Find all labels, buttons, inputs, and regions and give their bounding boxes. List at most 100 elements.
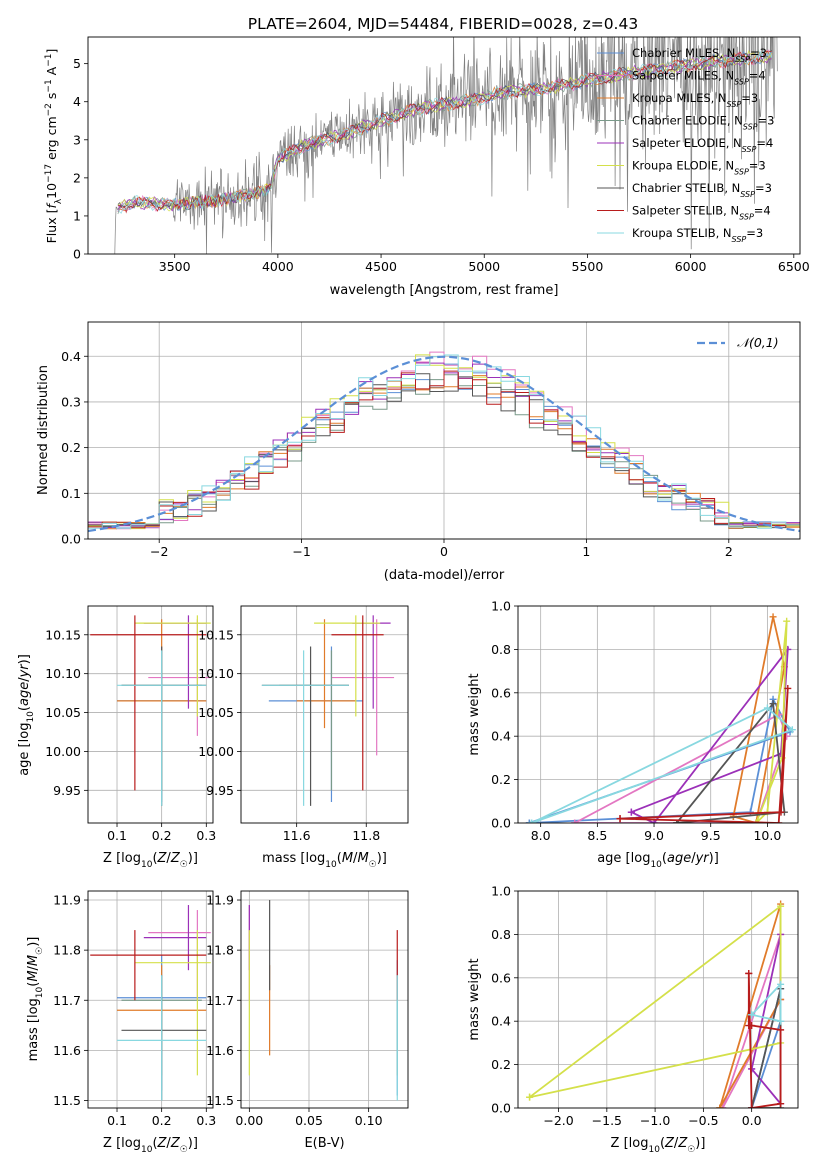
x-tick-label: 4500 <box>365 259 397 274</box>
y-tick-label: 0.6 <box>491 970 511 985</box>
legend-label: Kroupa STELIB, NSSP=3 <box>632 226 763 244</box>
legend-label: Kroupa ELODIE, NSSP=3 <box>632 159 766 177</box>
x-axis-label: wavelength [Angstrom, rest frame] <box>330 283 559 298</box>
x-tick-label: 9.0 <box>644 828 664 843</box>
x-tick-label: −1 <box>292 544 310 559</box>
axes-frame <box>240 890 409 1109</box>
residual-histogram <box>88 351 800 530</box>
x-tick-label: 0.3 <box>196 828 216 843</box>
y-tick-label: 1 <box>73 208 81 223</box>
axes-frame <box>87 321 801 540</box>
y-tick-label: 0.4 <box>61 349 81 364</box>
y-tick-label: 0.2 <box>491 772 511 787</box>
y-tick-label: 11.6 <box>53 1043 81 1058</box>
y-tick-label: 1.0 <box>491 599 511 614</box>
residual-histogram <box>88 373 800 529</box>
x-axis-label: Z [log10(Z/Z☉)] <box>103 851 198 870</box>
mass-weight-marker <box>528 819 536 823</box>
axes-frame <box>517 605 799 824</box>
residual-histogram <box>88 354 800 530</box>
y-axis-label: mass weight <box>467 673 482 755</box>
x-axis-label: (data-model)/error <box>384 568 505 583</box>
plot-area <box>261 615 395 806</box>
y-tick-label: 0.2 <box>61 440 81 455</box>
mass-weight-line <box>531 706 795 823</box>
mass-weight-marker <box>719 1104 727 1108</box>
mass-weight-marker <box>777 1100 785 1108</box>
mass-weight-marker <box>526 1093 534 1101</box>
mass-weight-marker <box>650 819 658 823</box>
legend-label: Salpeter MILES, NSSP=4 <box>632 69 766 87</box>
y-tick-label: 11.9 <box>206 893 234 908</box>
x-tick-label: 5500 <box>572 259 604 274</box>
legend-label: Chabrier ELODIE, NSSP=3 <box>632 114 774 132</box>
spectrum-model-line <box>117 50 773 214</box>
mass-weight-marker <box>763 704 771 712</box>
y-tick-label: 11.8 <box>53 943 81 958</box>
gaussian-curve <box>88 355 800 533</box>
y-axis-label: Flux [fλ10−17 erg cm−2 s−1 A−1] <box>44 49 64 244</box>
x-tick-label: 0.3 <box>196 1113 216 1128</box>
mass-weight-line <box>529 904 782 1099</box>
y-axis-label: age [log10(age/yr)] <box>17 654 36 776</box>
plot-area <box>114 37 778 254</box>
y-tick-label: 11.7 <box>53 993 81 1008</box>
y-tick-label: 0.2 <box>491 1057 511 1072</box>
y-tick-label: 11.8 <box>206 943 234 958</box>
mass-weight-marker <box>746 808 754 816</box>
y-tick-label: 10.15 <box>198 627 234 642</box>
mass-weight-marker <box>769 613 777 621</box>
figure-title: PLATE=2604, MJD=54484, FIBERID=0028, z=0… <box>248 15 638 33</box>
x-tick-label: −0.5 <box>688 1113 718 1128</box>
x-tick-label: 0.00 <box>235 1113 263 1128</box>
x-tick-label: −1.5 <box>592 1113 622 1128</box>
mass-weight-marker <box>769 700 777 708</box>
mass-weight-marker <box>783 617 791 625</box>
mass-weight-marker <box>748 1011 756 1019</box>
x-tick-label: −2.0 <box>543 1113 573 1128</box>
panels: 3500 4000 4500 5000 5500 6000 6500 0 1 2 3 4 5 Chabri… <box>17 36 810 1155</box>
y-tick-label: 11.7 <box>206 993 234 1008</box>
axes-frame <box>517 890 799 1109</box>
x-tick-label: 2 <box>725 544 733 559</box>
axes-frame <box>87 36 801 255</box>
y-tick-label: 0.4 <box>491 1014 511 1029</box>
mass-weight-marker <box>752 819 760 823</box>
legend-label: Salpeter ELODIE, NSSP=4 <box>632 136 773 154</box>
mass-weight-marker <box>777 1026 785 1034</box>
x-axis-label: age [log10(age/yr)] <box>597 851 719 870</box>
y-tick-label: 9.95 <box>206 783 234 798</box>
y-tick-label: 11.9 <box>53 893 81 908</box>
chart-mass-vs-ebv: 0.00 0.05 0.10 11.5 11.6 11.7 11.8 11.9 E(B-V) <box>206 890 409 1151</box>
x-axis-label: E(B-V) <box>304 1136 344 1151</box>
mass-weight-marker <box>777 1017 785 1025</box>
plot-area <box>526 900 785 1108</box>
y-tick-label: 0.1 <box>61 486 81 501</box>
mass-weight-marker <box>784 684 792 692</box>
axes-frame <box>87 890 214 1109</box>
x-axis-label: Z [log10(Z/Z☉)] <box>611 1136 706 1155</box>
chart-residuals: −2 −1 0 1 2 0.0 0.1 0.2 0.3 0.4 𝒩(0,1) (data-model)… <box>36 321 801 583</box>
y-tick-label: 0.0 <box>491 1101 511 1116</box>
x-tick-label: 4000 <box>262 259 294 274</box>
y-tick-label: 3 <box>73 132 81 147</box>
x-tick-label: 8.5 <box>587 828 607 843</box>
x-tick-label: 11.8 <box>352 828 380 843</box>
legend-label: Chabrier MILES, NSSP=3 <box>632 46 767 64</box>
legend-label: Salpeter STELIB, NSSP=4 <box>632 204 771 222</box>
x-tick-label: 6000 <box>675 259 707 274</box>
plot-area <box>88 351 800 533</box>
y-tick-label: 10.00 <box>198 744 234 759</box>
chart-mass-weight-vs-Z: −2.0 −1.5 −1.0 −0.5 0.0 0.0 0.2 0.4 0.6 0.8 1.0 Z [… <box>467 884 799 1155</box>
chart-mass-weight-vs-age: 8.0 8.5 9.0 9.5 10.0 0.0 0.2 0.4 0.6 0.8 1.0 age [l… <box>467 599 799 870</box>
y-tick-label: 0.8 <box>491 927 511 942</box>
mass-weight-marker <box>748 1022 756 1030</box>
y-tick-label: 0.3 <box>61 394 81 409</box>
y-tick-label: 0.0 <box>61 532 81 547</box>
y-tick-label: 0.4 <box>491 729 511 744</box>
y-tick-label: 11.5 <box>206 1093 234 1108</box>
legend-label: Chabrier STELIB, NSSP=3 <box>632 181 772 199</box>
chart-mass-vs-Z: 0.1 0.2 0.3 11.5 11.6 11.7 11.8 11.9 Z [log10(Z/… <box>26 890 216 1155</box>
mass-weight-marker <box>627 808 635 816</box>
